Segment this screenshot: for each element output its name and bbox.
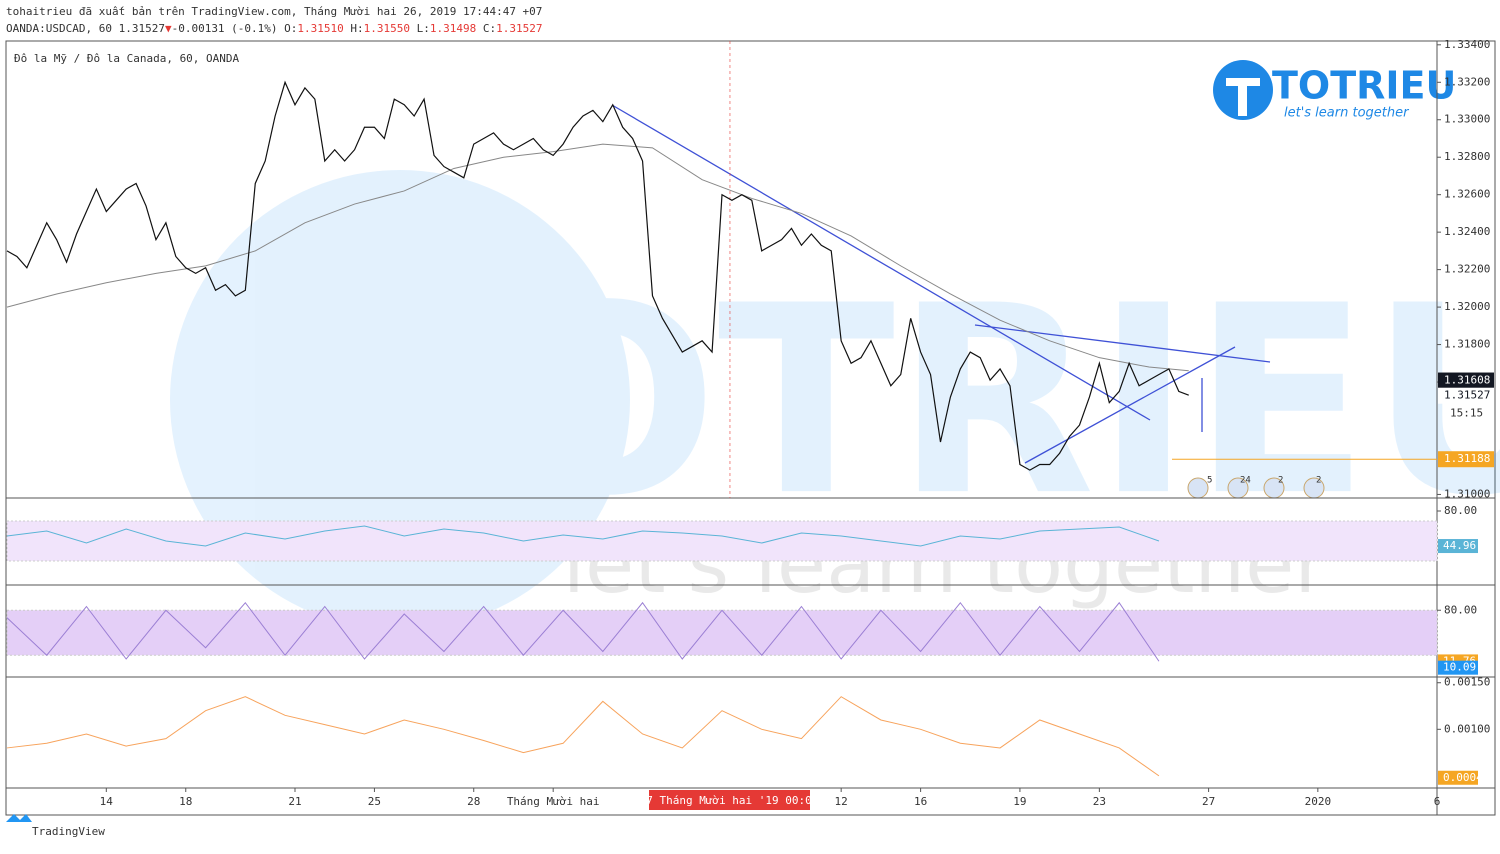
indicator-line: [6, 525, 1160, 547]
trendline: [974, 324, 1271, 363]
trendline: [611, 104, 1151, 421]
publish-info: tohaitrieu đã xuất bản trên TradingView.…: [6, 5, 542, 18]
countdown: 15:15: [1450, 407, 1483, 420]
y-tick-label: 1.32600: [1444, 188, 1490, 201]
y-tick-label: 1.31000: [1444, 487, 1490, 500]
price-label-bg: [1438, 372, 1494, 389]
x-tick-label: 12: [835, 795, 848, 808]
y-tick-label: 1.32800: [1444, 150, 1490, 163]
event: 2: [1316, 476, 1321, 486]
price-label-bg: [1438, 387, 1494, 404]
event: 2: [1278, 476, 1283, 486]
logo: TOTRIEU let's learn together: [1213, 60, 1456, 121]
value-label: 0.00048: [1443, 771, 1489, 784]
frame: [5, 40, 1496, 816]
x-tick-label: 18: [179, 795, 192, 808]
indicator-line: [6, 696, 1160, 777]
watermark-circle: [170, 170, 630, 630]
y-tick-label: 1.32200: [1444, 263, 1490, 276]
o: 1.31510: [297, 22, 343, 35]
trendline: [1024, 346, 1236, 464]
logo-t-stem: [1238, 78, 1247, 116]
y-tick-label: 0.00100: [1444, 722, 1490, 735]
band: [6, 520, 1438, 562]
y-tick-label: 80.00: [1444, 504, 1477, 517]
value-label-bg: [1438, 660, 1478, 675]
x-tick-label: 16: [914, 795, 927, 808]
y-tick-label: 1.33400: [1444, 38, 1490, 51]
price-line: [6, 80, 1189, 471]
x-tick-label: Tháng Mười hai: [507, 795, 600, 808]
y-tick-label: 1.33200: [1444, 75, 1490, 88]
price-label: 1.31527: [1444, 389, 1490, 402]
price-label: 1.31608: [1444, 374, 1490, 387]
l-key: L:: [417, 22, 430, 35]
y-tick-label: 80.00: [1444, 603, 1477, 616]
value-label: 10.09: [1443, 661, 1476, 674]
c-key: C:: [483, 22, 496, 35]
pane-title: Đô la Mỹ / Đô la Canada, 60, OANDA: [14, 52, 240, 65]
band: [6, 609, 1438, 656]
value-label: 44.96: [1443, 539, 1476, 552]
indicator-line: [6, 601, 1160, 662]
x-tick-label: 19: [1013, 795, 1026, 808]
cursor-label-bg: [649, 790, 810, 810]
logo-tagline: let's learn together: [1284, 106, 1410, 121]
y-tick-label: 0.00150: [1444, 676, 1490, 689]
events: 5 24 2 2: [1187, 476, 1325, 499]
value-label-bg: [1438, 770, 1478, 785]
x-tick-label: 28: [467, 795, 480, 808]
y-tick-label: 1.32400: [1444, 225, 1490, 238]
h: 1.31550: [364, 22, 410, 35]
change: -0.00131 (-0.1%): [172, 22, 278, 35]
x-tick-label: 25: [368, 795, 381, 808]
event: 5: [1207, 476, 1212, 486]
trendlines: [611, 104, 1271, 464]
logo-title: TOTRIEU: [1272, 64, 1456, 108]
level-label: 1.31188: [1444, 452, 1490, 465]
x-tick-label: 14: [100, 795, 114, 808]
watermark-title: TOTRIEU: [319, 251, 1500, 553]
footer: TradingView: [32, 825, 105, 838]
x-tick-label: 2020: [1305, 795, 1332, 808]
x-tick-label: 27: [1202, 795, 1215, 808]
value-label-bg: [1438, 539, 1478, 554]
x-tick-label: 6: [1434, 795, 1441, 808]
watermark: TOTRIEU let's learn together: [170, 170, 1500, 630]
level-label-bg: [1438, 451, 1494, 468]
x-tick-label: 23: [1093, 795, 1106, 808]
y-tick-label: 1.31800: [1444, 338, 1490, 351]
y-tick-label: 1.32000: [1444, 300, 1490, 313]
ohlc-line: OANDA:USDCAD, 60 1.31527▼-0.00131 (-0.1%…: [6, 22, 542, 35]
arrow: ▼: [165, 22, 172, 35]
symbol: OANDA:USDCAD, 60 1.31527: [6, 22, 165, 35]
tv-logo: [6, 814, 32, 822]
x-tick-label: 21: [288, 795, 301, 808]
y-tick-label: 1.33000: [1444, 113, 1490, 126]
c: 1.31527: [496, 22, 542, 35]
ma-line: [6, 143, 1189, 372]
h-key: H:: [350, 22, 363, 35]
event: 24: [1240, 476, 1251, 486]
o-key: O:: [284, 22, 297, 35]
l: 1.31498: [430, 22, 476, 35]
cursor-label: 07 Tháng Mười hai '19 00:00: [640, 794, 819, 807]
